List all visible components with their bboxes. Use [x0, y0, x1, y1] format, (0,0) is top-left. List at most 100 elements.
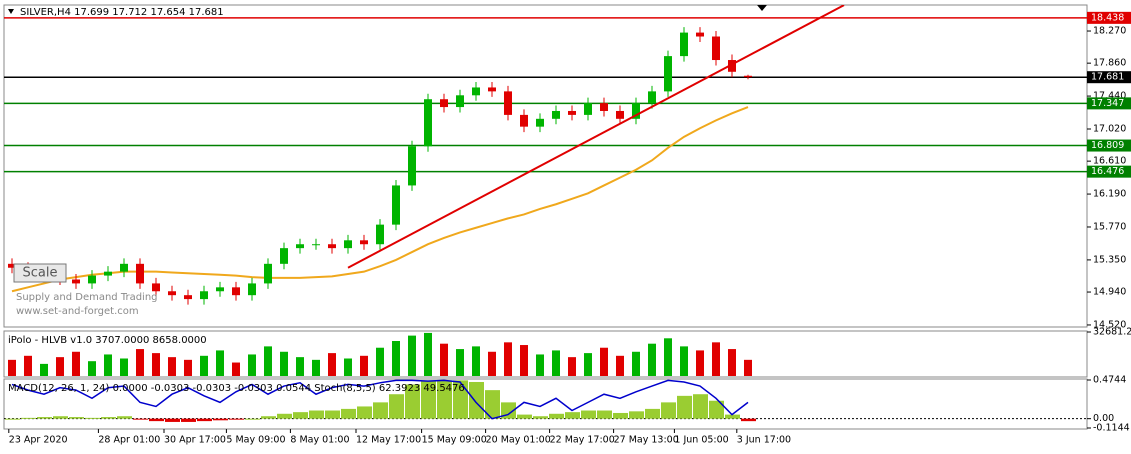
- price-plot: [4, 5, 1087, 305]
- candle-body: [328, 244, 336, 249]
- watermark: www.set-and-forget.com: [16, 306, 139, 317]
- volume-bar: [232, 362, 240, 376]
- y-tick-label: 0.4744: [1093, 375, 1126, 386]
- macd-bar: [197, 418, 212, 422]
- signal-line: [11, 379, 749, 420]
- candle-body: [744, 75, 752, 78]
- volume-bar: [424, 332, 432, 376]
- volume-bar: [8, 359, 16, 376]
- y-tick-label: 14.520: [1093, 319, 1126, 330]
- level-label: 17.681: [1091, 72, 1124, 83]
- candle-body: [680, 32, 688, 57]
- macd-bar: [373, 402, 388, 419]
- macd-bar: [741, 418, 756, 422]
- x-tick-label: 1 Jun 05:00: [674, 435, 728, 446]
- candle-body: [568, 110, 576, 115]
- scale-button-box[interactable]: [13, 263, 67, 283]
- macd-bar: [389, 394, 404, 419]
- volume-bar: [456, 349, 464, 376]
- scale-button[interactable]: Scale: [13, 263, 67, 283]
- volume-bar: [696, 350, 704, 376]
- candle-body: [248, 283, 256, 296]
- candle-body: [136, 263, 144, 284]
- candle-body: [216, 287, 224, 292]
- y-tick-label: 17.020: [1093, 124, 1126, 135]
- macd-bar: [485, 390, 500, 419]
- candle-body: [152, 283, 160, 292]
- macd-bar: [725, 414, 740, 419]
- x-tick-label: 8 May 01:00: [290, 435, 349, 446]
- volume-bar: [472, 346, 480, 376]
- macd-bar: [661, 402, 676, 419]
- macd-bar: [293, 412, 308, 419]
- volume-bar: [104, 354, 112, 376]
- macd-bar: [469, 381, 484, 419]
- macd-bar: [453, 380, 468, 419]
- level-tag: [1087, 165, 1131, 178]
- x-tick-label: 15 May 09:00: [422, 435, 487, 446]
- volume-bar: [344, 358, 352, 376]
- candle-body: [376, 224, 384, 245]
- candle-body: [168, 291, 176, 296]
- x-tick-label: 3 Jun 17:00: [737, 435, 791, 446]
- candle-body: [584, 103, 592, 115]
- macd-bar: [85, 417, 100, 419]
- candle-body: [600, 103, 608, 111]
- volume-bar: [360, 355, 368, 376]
- volume-bar: [216, 350, 224, 376]
- macd-bar: [261, 416, 276, 419]
- volume-bar: [712, 342, 720, 376]
- volume-bar: [392, 340, 400, 376]
- macd-bar: [245, 418, 260, 420]
- level-label: 18.438: [1091, 12, 1124, 23]
- macd-bar: [533, 416, 548, 419]
- volume-bar: [408, 335, 416, 376]
- candle-body: [488, 87, 496, 92]
- scale-button-label[interactable]: Scale: [23, 266, 58, 281]
- volume-bar: [312, 359, 320, 376]
- candle-body: [296, 244, 304, 249]
- candle-body: [472, 87, 480, 96]
- volume-bar: [488, 351, 496, 376]
- price-panel: [3, 4, 1088, 328]
- x-tick-label: 20 May 01:00: [486, 435, 551, 446]
- candle-body: [648, 91, 656, 104]
- macd-bar: [581, 410, 596, 419]
- candle-body: [616, 110, 624, 119]
- candle-body: [184, 295, 192, 300]
- macd-bar: [133, 418, 148, 420]
- candle-body: [520, 114, 528, 127]
- volume-bar: [616, 355, 624, 376]
- macd-bar: [709, 400, 724, 419]
- level-tag: [1087, 139, 1131, 152]
- candle-body: [632, 103, 640, 119]
- candle-body: [664, 56, 672, 92]
- candle-body: [8, 263, 16, 268]
- volume-bar: [664, 338, 672, 376]
- x-tick-label: 30 Apr 17:00: [164, 435, 226, 446]
- candle-body: [88, 275, 96, 284]
- x-tick-label: 22 May 17:00: [550, 435, 615, 446]
- macd-bar: [629, 411, 644, 419]
- macd-bar: [309, 410, 324, 419]
- y-tick-label: -0.1144: [1093, 423, 1130, 434]
- volume-bar: [24, 355, 32, 376]
- candle-body: [72, 279, 80, 284]
- volume-bar: [120, 358, 128, 376]
- volume-bar: [568, 357, 576, 376]
- macd-title: MACD(12, 26, 1, 24) 0.0000 -0.0303 -0.03…: [8, 383, 465, 394]
- candle-body: [360, 240, 368, 245]
- y-tick-label: 18.270: [1093, 26, 1126, 37]
- macd-bar: [613, 412, 628, 419]
- y-tick-label: 14.940: [1093, 287, 1126, 298]
- moving-average: [11, 106, 749, 293]
- macd-bar: [565, 412, 580, 419]
- macd-bar: [37, 417, 52, 419]
- x-tick-label: 12 May 17:00: [356, 435, 421, 446]
- x-tick-label: 28 Apr 01:00: [98, 435, 160, 446]
- volume-bar: [504, 342, 512, 376]
- macd-bar: [501, 402, 516, 419]
- y-tick-label: 0.00: [1093, 413, 1114, 424]
- volume-bar: [296, 357, 304, 376]
